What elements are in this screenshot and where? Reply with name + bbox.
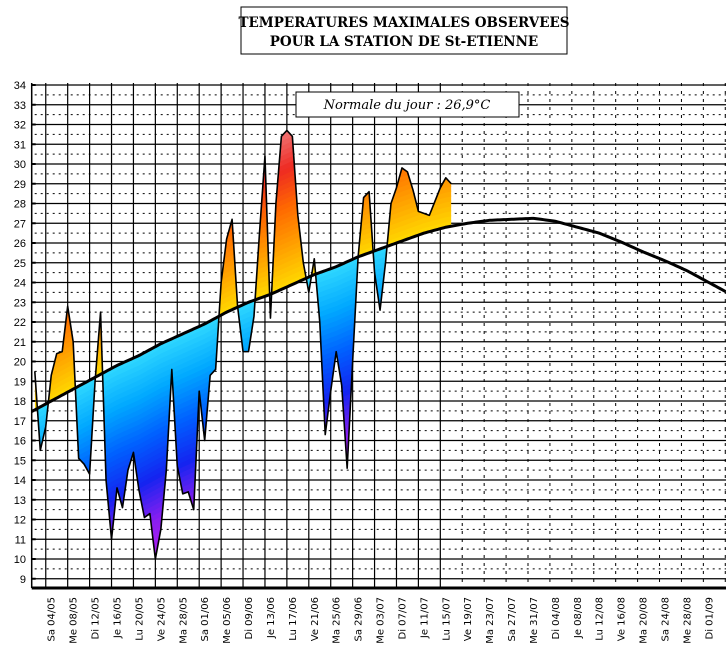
normal-annotation: Normale du jour : 26,9°C (323, 98, 491, 113)
y-tick-label: 27 (14, 218, 26, 230)
y-tick-label: 16 (14, 436, 26, 448)
y-tick-label: 20 (14, 357, 26, 369)
y-tick-label: 26 (14, 238, 26, 250)
normal-series-line (30, 216, 726, 413)
x-tick-label: Lu 17/06 (288, 597, 299, 641)
x-tick-label: Lu 12/08 (595, 597, 606, 641)
y-tick-label: 10 (14, 554, 26, 566)
x-tick-label: Ve 16/08 (617, 597, 628, 641)
normal-annotation-box: Normale du jour : 26,9°C (295, 91, 520, 118)
x-tick-label: Me 03/07 (376, 597, 387, 644)
y-tick-label: 32 (14, 120, 26, 132)
x-tick-label: Je 16/05 (113, 597, 124, 639)
x-tick-label: Lu 20/05 (134, 597, 145, 641)
y-tick-label: 9 (20, 574, 26, 586)
y-tick-label: 19 (14, 376, 26, 388)
x-tick-label: Me 28/08 (682, 597, 693, 644)
x-tick-label: Di 01/09 (704, 597, 715, 639)
x-tick-label: Sa 29/06 (354, 597, 365, 641)
x-tick-label: Sa 04/05 (47, 597, 58, 641)
x-tick-label: Je 13/06 (266, 597, 277, 639)
grid (31, 83, 726, 588)
x-tick-label: Di 07/07 (397, 597, 408, 639)
x-tick-label: Ma 25/06 (332, 597, 343, 644)
x-tick-label: Me 05/06 (222, 597, 233, 644)
x-tick-label: Me 31/07 (529, 597, 540, 644)
x-tick-labels: Sa 04/05 Me 08/05 Di 12/05 Je 16/05 Lu 20/05… (47, 597, 716, 644)
y-tick-label: 22 (14, 317, 26, 329)
x-tick-label: Di 09/06 (244, 597, 255, 639)
x-tick-label: Sa 01/06 (200, 597, 211, 641)
y-tick-labels: 9 10 11 12 13 14 15 16 17 18 19 20 21 22 23 24 25 26 27 28 2… (14, 80, 36, 586)
x-tick-label: Lu 15/07 (441, 597, 452, 641)
y-tick-label: 11 (15, 534, 26, 546)
y-tick-label: 15 (14, 455, 26, 467)
y-tick-label: 24 (14, 278, 26, 290)
series-lines (30, 129, 726, 560)
observed-series-line (34, 129, 452, 560)
y-tick-label: 12 (14, 515, 26, 527)
x-tick-label: Ve 19/07 (463, 597, 474, 641)
title-box: TEMPERATURES MAXIMALES OBSERVEES POUR LA… (238, 6, 570, 55)
x-tick-label: Ma 28/05 (178, 597, 189, 644)
y-tick-label: 21 (14, 337, 26, 349)
x-tick-label: Ve 21/06 (310, 597, 321, 641)
y-tick-label: 28 (14, 199, 26, 211)
title-line-1: TEMPERATURES MAXIMALES OBSERVEES (238, 15, 569, 31)
y-tick-label: 33 (14, 100, 26, 112)
y-tick-label: 30 (14, 159, 26, 171)
x-tick-label: Me 08/05 (69, 597, 80, 644)
x-tick-label: Di 04/08 (551, 597, 562, 639)
y-tick-label: 31 (14, 139, 26, 151)
y-tick-label: 23 (14, 297, 26, 309)
y-tick-label: 14 (14, 475, 26, 487)
x-tick-label: Sa 24/08 (661, 597, 672, 641)
x-tick-label: Je 08/08 (573, 597, 584, 639)
y-tick-label: 17 (14, 416, 26, 428)
y-tick-label: 25 (14, 258, 26, 270)
x-tick-label: Ma 20/08 (639, 597, 650, 644)
x-tick-label: Ma 23/07 (485, 597, 496, 644)
axes (30, 83, 726, 590)
y-tick-label: 29 (14, 179, 26, 191)
x-tick-label: Je 11/07 (419, 597, 430, 639)
x-tick-label: Ve 24/05 (156, 597, 167, 641)
y-tick-label: 13 (14, 495, 26, 507)
y-tick-label: 34 (14, 80, 26, 92)
x-tick-label: Di 12/05 (91, 597, 102, 639)
x-tick-label: Sa 27/07 (507, 597, 518, 641)
y-tick-label: 18 (14, 396, 26, 408)
title-line-2: POUR LA STATION DE St-ETIENNE (270, 34, 538, 50)
